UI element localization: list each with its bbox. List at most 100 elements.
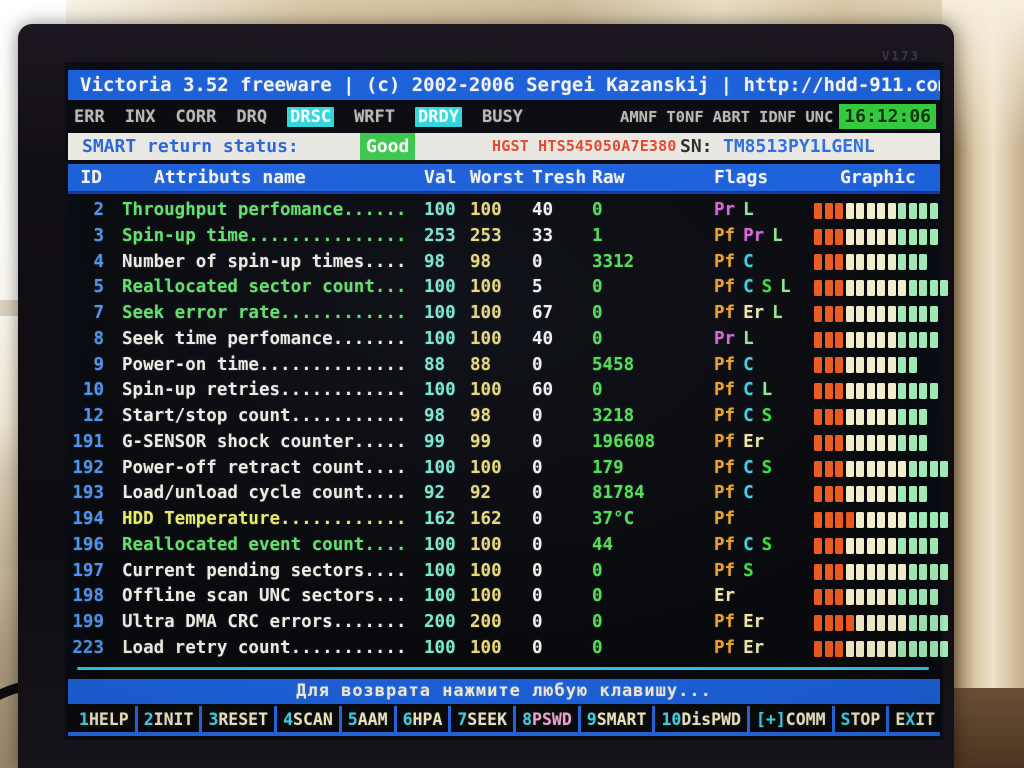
status-flag-idnf: IDNF	[758, 107, 797, 126]
flag-l: L	[772, 225, 783, 246]
function-key-dispwd[interactable]: 10 DisPWD	[656, 706, 746, 732]
graphic-block	[929, 228, 938, 245]
flag-s: S	[761, 457, 773, 478]
cell-val: 200	[424, 612, 456, 633]
graphic-block	[856, 331, 864, 348]
graphic-block	[814, 537, 822, 554]
key-separator	[134, 706, 138, 732]
graphic-block	[908, 280, 917, 297]
graphic-block	[898, 512, 906, 529]
function-key-reset[interactable]: 3 RESET	[203, 706, 274, 732]
status-flags-row: ERR INX CORR DRQ DRSC WRFT DRDY BUSY AMNF T0NF AB…	[68, 104, 940, 129]
graphic-block	[887, 589, 896, 606]
cell-graphic-bar	[802, 456, 948, 482]
flag-pf: Pf	[714, 380, 736, 401]
cell-worst: 100	[470, 457, 502, 478]
flag-s: S	[761, 406, 773, 427]
message-bar: Для возврата нажмите любую клавишу...	[68, 679, 940, 704]
function-key-exit[interactable]: E X IT	[890, 706, 941, 732]
function-key-seek[interactable]: 7 SEEK	[452, 706, 513, 732]
graphic-block	[908, 357, 917, 374]
function-key-pswd[interactable]: 8 PSWD	[517, 706, 577, 732]
graphic-block	[898, 537, 906, 554]
graphic-block	[866, 383, 875, 400]
graphic-block	[835, 537, 843, 554]
graphic-block	[887, 331, 896, 348]
function-key-comm[interactable]: [+] COMM	[750, 706, 831, 732]
graphic-block	[866, 460, 875, 477]
graphic-block	[919, 383, 927, 400]
key-text: RESET	[218, 709, 269, 729]
graphic-block	[919, 460, 927, 477]
cell-graphic-bar	[802, 430, 940, 456]
graphic-block	[845, 228, 854, 245]
cell-worst: 100	[470, 586, 502, 607]
header-id: ID	[80, 167, 102, 188]
graphic-block	[835, 460, 843, 477]
cell-graphic-bar	[802, 584, 940, 610]
graphic-block	[887, 563, 896, 580]
function-key-aam[interactable]: 5 AAM	[342, 706, 393, 732]
graphic-block	[940, 563, 948, 580]
flag-c: C	[743, 277, 754, 298]
graphic-block	[919, 305, 927, 322]
graphic-block	[835, 434, 843, 451]
cell-attribute-name: Start/stop count...........	[122, 406, 407, 427]
graphic-block	[814, 589, 822, 606]
cell-graphic-bar	[802, 507, 948, 533]
graphic-block	[835, 331, 843, 348]
cell-raw: 3312	[592, 251, 635, 272]
graphic-block	[814, 512, 822, 529]
function-key-hpa[interactable]: 6 HPA	[397, 706, 448, 732]
function-key-smart[interactable]: 9 SMART	[581, 706, 652, 732]
graphic-block	[845, 640, 854, 657]
cell-raw: 196608	[592, 431, 656, 452]
graphic-block	[877, 640, 885, 657]
cell-attribute-id: 4	[93, 251, 104, 272]
cell-worst: 253	[470, 225, 502, 246]
graphic-block	[877, 460, 885, 477]
key-text: HELP	[88, 709, 129, 729]
function-key-init[interactable]: 2 INIT	[138, 706, 199, 732]
function-key-bar: 1 HELP 2 INIT 3 RESET 4 SCAN 5 AAM 6 HPA 7 SEEK 8 PSWD 9…	[68, 706, 941, 732]
graphic-block	[835, 228, 843, 245]
graphic-block	[887, 254, 896, 271]
graphic-block	[908, 331, 917, 348]
graphic-block	[824, 615, 833, 632]
flag-pr: Pr	[714, 328, 736, 349]
key-text: 8	[522, 709, 533, 729]
table-row: 193 Load/unload cycle count.... 92 92 0 …	[68, 481, 940, 507]
graphic-block	[877, 383, 885, 400]
cell-graphic-bar	[802, 275, 948, 301]
graphic-block	[866, 640, 875, 657]
cell-graphic-bar	[802, 250, 940, 276]
graphic-block	[898, 563, 906, 580]
graphic-block	[877, 254, 885, 271]
graphic-block	[919, 254, 927, 271]
key-text: 3	[208, 709, 219, 729]
graphic-block	[856, 640, 864, 657]
function-key-stop[interactable]: S TOP	[835, 706, 886, 732]
key-separator	[513, 706, 517, 732]
flag-c: C	[743, 457, 754, 478]
graphic-block	[908, 460, 917, 477]
cell-tresh: 0	[532, 612, 543, 633]
graphic-block	[845, 357, 854, 374]
graphic-block	[845, 331, 854, 348]
function-key-help[interactable]: 1 HELP	[74, 706, 134, 732]
graphic-block	[929, 305, 938, 322]
graphic-block	[856, 383, 864, 400]
function-key-scan[interactable]: 4 SCAN	[278, 706, 338, 732]
graphic-block	[856, 589, 864, 606]
drive-serial: TM8513PY1LGENL	[723, 136, 875, 157]
graphic-block	[877, 512, 885, 529]
cell-raw: 0	[592, 200, 603, 220]
graphic-block	[856, 409, 864, 426]
cell-graphic-bar	[802, 636, 948, 662]
cell-val: 162	[424, 509, 456, 530]
graphic-block	[824, 331, 833, 348]
graphic-block	[814, 409, 822, 426]
key-separator	[199, 706, 203, 732]
graphic-block	[877, 357, 885, 374]
key-text: 9	[586, 709, 597, 729]
